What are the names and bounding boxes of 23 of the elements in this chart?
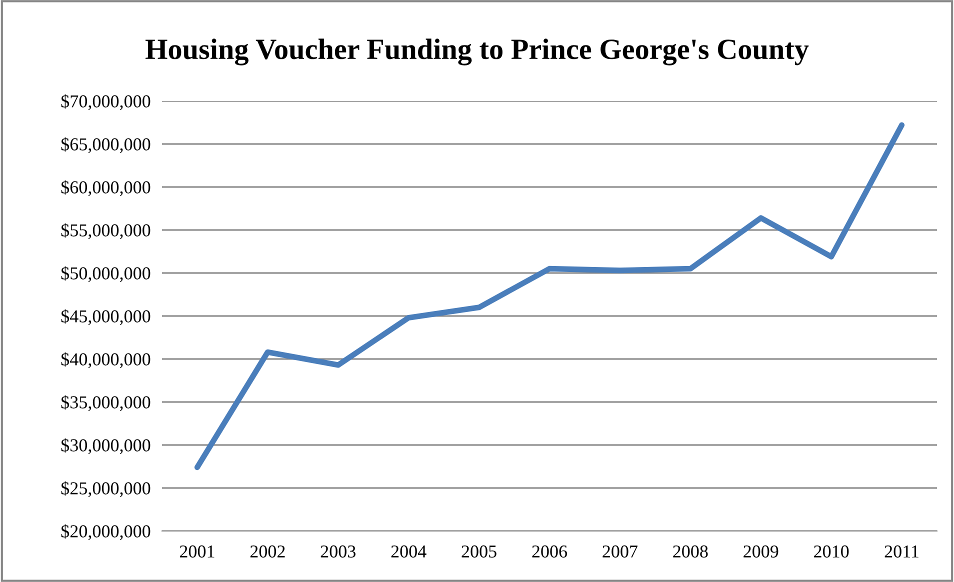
y-tick-label: $55,000,000 [61, 223, 150, 240]
x-tick-label: 2001 [180, 545, 214, 558]
y-tick-label: $65,000,000 [61, 137, 150, 154]
x-tick-label: 2005 [462, 545, 496, 558]
y-tick-label: $25,000,000 [61, 481, 150, 498]
x-tick-label: 2003 [320, 545, 356, 558]
x-tick-label: 2010 [814, 545, 849, 558]
x-tick-label: 2002 [250, 545, 285, 558]
x-tick-label: 2011 [884, 545, 918, 558]
y-tick-label: $20,000,000 [61, 524, 150, 540]
x-tick-label: 2009 [744, 545, 778, 558]
y-tick-label: $50,000,000 [61, 266, 150, 282]
y-tick-label: $30,000,000 [61, 438, 150, 454]
y-tick-label: $40,000,000 [61, 352, 150, 368]
x-tick-label: 2007 [602, 545, 638, 558]
x-tick-label: 2008 [673, 545, 708, 558]
y-tick-label: $45,000,000 [61, 309, 150, 326]
x-tick-label: 2004 [391, 545, 426, 558]
y-tick-label: $60,000,000 [61, 180, 150, 196]
y-tick-label: $70,000,000 [61, 94, 150, 110]
chart-title: Housing Voucher Funding to Prince George's County [146, 38, 809, 66]
y-tick-label: $35,000,000 [61, 395, 150, 412]
x-tick-label: 2006 [532, 545, 568, 558]
